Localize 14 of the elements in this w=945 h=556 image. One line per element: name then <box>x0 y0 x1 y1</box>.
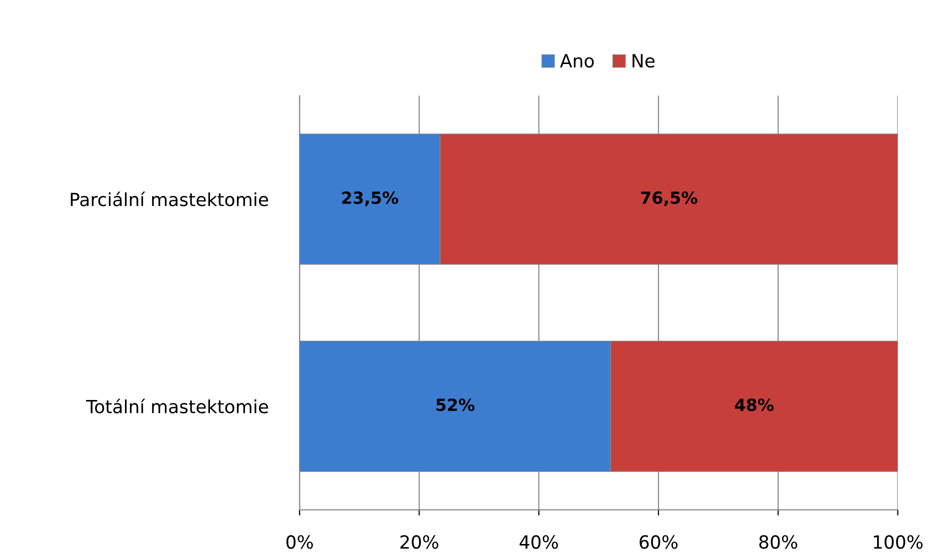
data-label: 48% <box>734 398 774 412</box>
x-tick-label: 60% <box>640 535 678 549</box>
data-label: 52% <box>436 398 475 412</box>
x-tick-label: 80% <box>759 535 798 549</box>
y-tick-label: Parciální mastektomie <box>70 192 268 206</box>
legend-label: Ne <box>632 54 655 68</box>
legend-label: Ano <box>560 54 594 68</box>
y-tick-label: Totální mastektomie <box>86 398 268 414</box>
data-label: 23,5% <box>342 191 398 206</box>
data-label: 76,5% <box>641 191 698 206</box>
x-tick-label: 100% <box>874 535 923 549</box>
x-tick-label: 20% <box>400 535 438 549</box>
x-tick-label: 0% <box>286 535 313 549</box>
x-tick-label: 40% <box>520 535 558 549</box>
